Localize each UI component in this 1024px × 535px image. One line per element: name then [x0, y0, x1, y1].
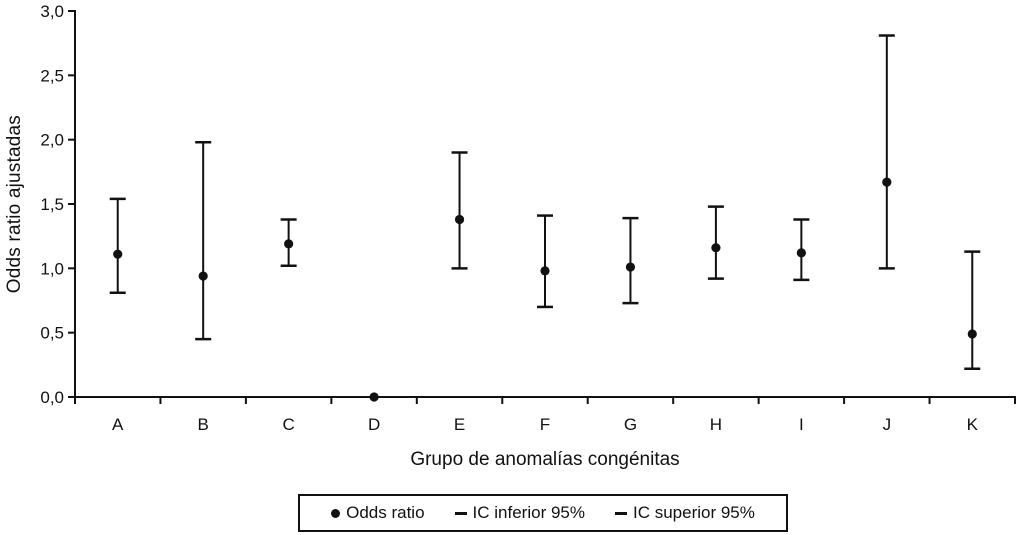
x-category-label: J: [883, 415, 892, 434]
x-axis-title: Grupo de anomalías congénitas: [410, 449, 680, 470]
x-category-label: G: [624, 415, 637, 434]
x-category-label: E: [454, 415, 465, 434]
x-category-label: K: [967, 415, 979, 434]
legend-label: IC inferior 95%: [472, 503, 585, 522]
dot-marker-icon: [331, 508, 341, 518]
y-tick-label: 0,0: [40, 388, 64, 407]
x-category-label: H: [710, 415, 722, 434]
odds-ratio-point-E: [454, 214, 465, 225]
y-tick-label: 1,5: [40, 195, 64, 214]
x-category-label: D: [368, 415, 380, 434]
legend-item-ic-superior: IC superior 95%: [614, 503, 755, 523]
x-category-label: A: [112, 415, 124, 434]
odds-ratio-point-H: [711, 243, 721, 253]
odds-ratio-point-J: [882, 177, 892, 187]
y-tick-label: 2,0: [40, 131, 64, 150]
legend-item-odds-ratio: Odds ratio: [331, 503, 425, 523]
odds-ratio-point-D: [369, 392, 379, 402]
odds-ratio-point-G: [625, 262, 636, 272]
odds-ratio-point-B: [198, 271, 208, 281]
y-tick-label: 0,5: [40, 324, 64, 343]
legend-label: IC superior 95%: [632, 503, 755, 522]
x-category-label: B: [198, 415, 209, 434]
odds-ratio-point-I: [796, 248, 806, 258]
x-category-label: I: [799, 415, 804, 434]
y-tick-label: 1,0: [40, 259, 64, 278]
x-category-label: C: [282, 415, 294, 434]
odds-ratio-point-A: [113, 249, 123, 259]
y-tick-label: 3,0: [40, 2, 64, 21]
legend: Odds ratio IC inferior 95% IC superior 9…: [298, 494, 788, 532]
y-tick-label: 2,5: [40, 66, 64, 85]
odds-ratio-point-F: [540, 266, 550, 276]
odds-ratio-point-C: [284, 239, 294, 249]
legend-label: Odds ratio: [346, 503, 425, 522]
x-category-label: F: [540, 415, 550, 434]
dash-marker-icon: [454, 511, 467, 515]
legend-item-ic-inferior: IC inferior 95%: [454, 503, 585, 523]
odds-ratio-point-K: [967, 329, 977, 339]
dash-marker-icon: [614, 511, 627, 515]
